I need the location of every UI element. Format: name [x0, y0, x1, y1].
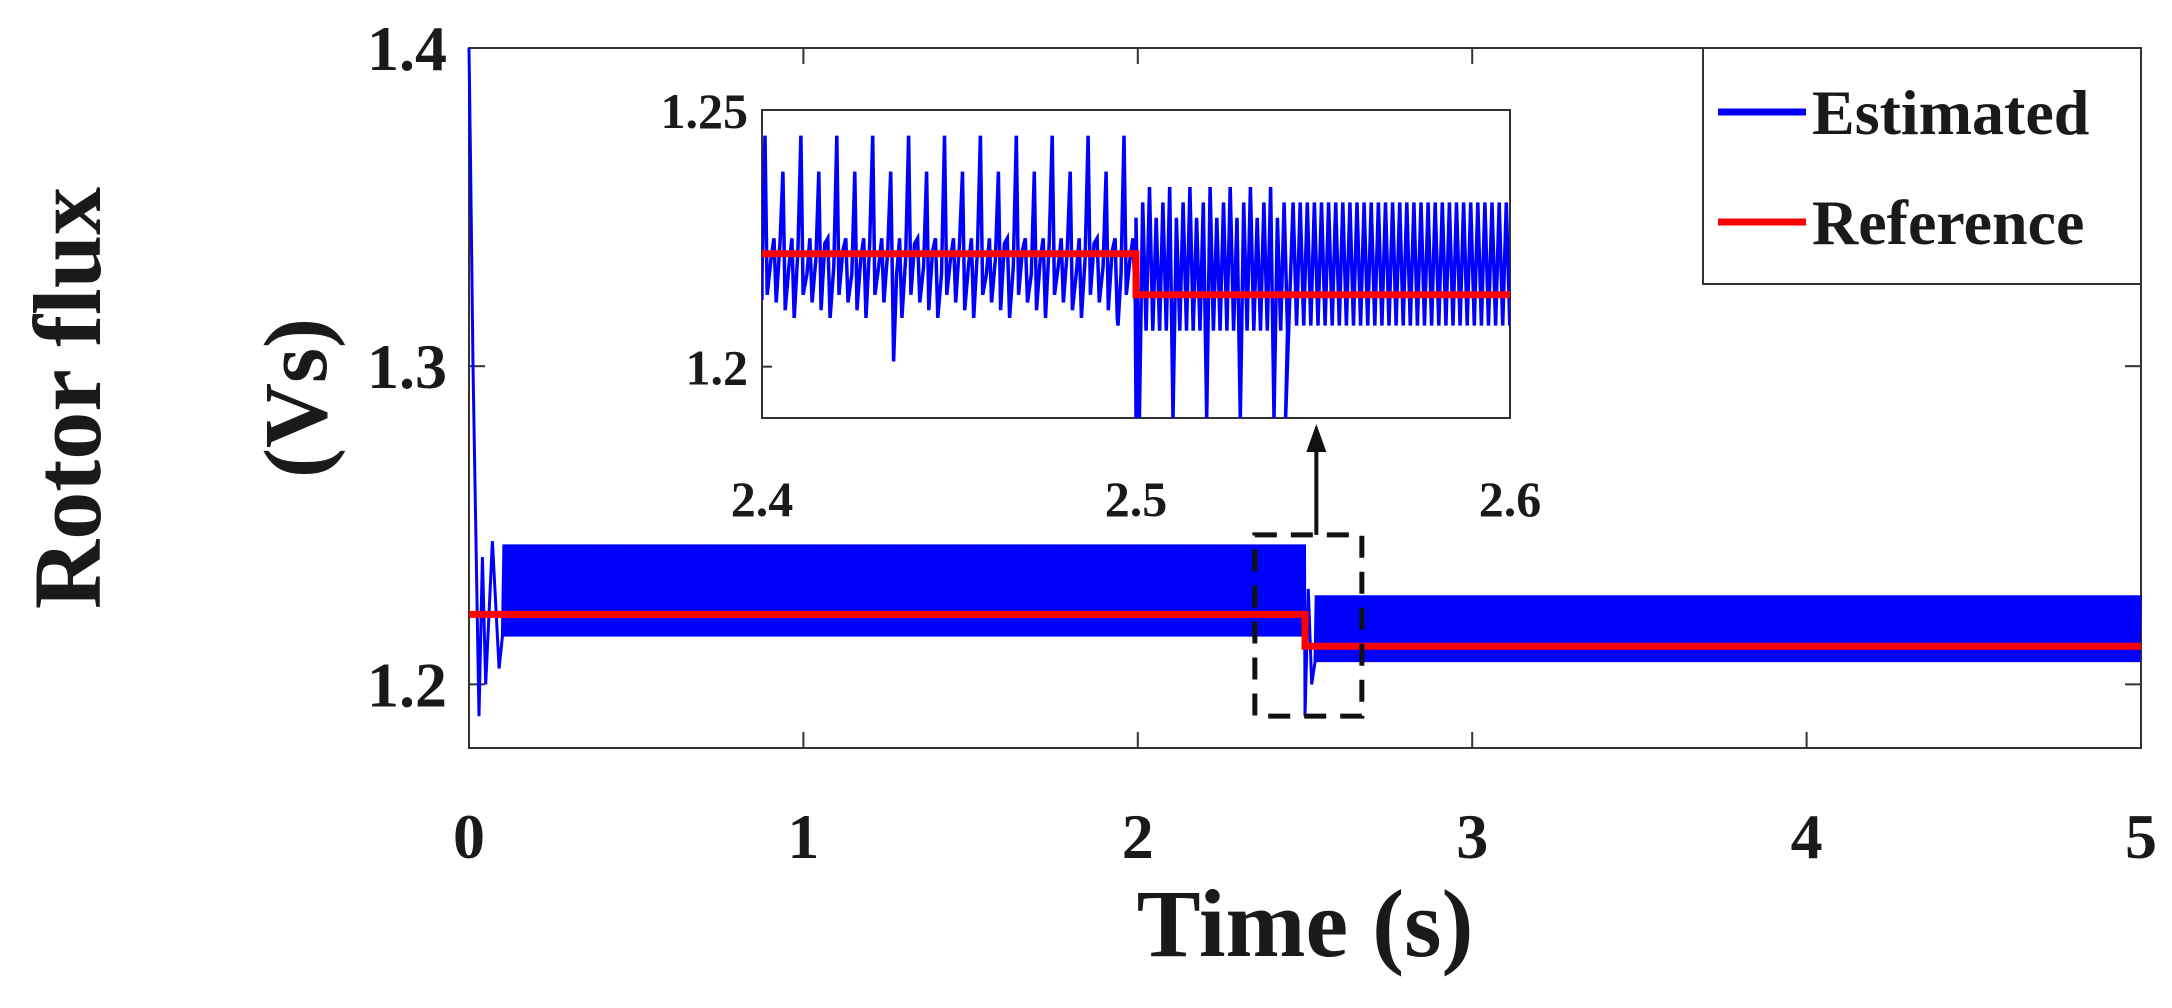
inset-y-tick-label-1.2: 1.2	[686, 340, 749, 396]
legend-reference-label: Reference	[1812, 187, 2084, 258]
reference-series-line	[469, 610, 2141, 650]
zoom-arrow-head	[1306, 424, 1327, 452]
plot-area	[468, 47, 2142, 749]
legend-estimated-label: Estimated	[1812, 77, 2089, 148]
y-axis-title-line2: (Vs)	[247, 318, 346, 478]
x-axis-title: Time (s)	[1137, 870, 1474, 977]
inset-y-tick-label-1.25: 1.25	[661, 83, 749, 139]
x-tick-label-0: 0	[453, 801, 485, 872]
inset-x-tick-label-2.5: 2.5	[1105, 471, 1168, 527]
y-axis-title-line1: Rotor flux	[14, 187, 121, 609]
zoom-region-box	[1252, 532, 1365, 719]
y-tick-label-1.2: 1.2	[367, 649, 447, 720]
x-tick-label-1: 1	[787, 801, 819, 872]
inset-x-tick-label-2.4: 2.4	[731, 471, 794, 527]
legend-box	[1702, 47, 2142, 285]
x-tick-label-5: 5	[2125, 801, 2157, 872]
y-tick-label-1.3: 1.3	[367, 331, 447, 402]
inset-reference-series-line	[762, 250, 1510, 299]
x-tick-label-3: 3	[1456, 801, 1488, 872]
y-tick-label-1.4: 1.4	[367, 13, 447, 84]
inset-x-tick-label-2.6: 2.6	[1479, 471, 1542, 527]
estimated-series-line	[467, 47, 2142, 717]
inset-tick-labels: 2.4 2.5 2.6 1.2 1.25	[661, 83, 1542, 527]
main-tick-labels: 0 1 2 3 4 5 1.2 1.3 1.4	[367, 13, 2157, 872]
x-tick-label-2: 2	[1122, 801, 1154, 872]
x-tick-label-4: 4	[1791, 801, 1823, 872]
